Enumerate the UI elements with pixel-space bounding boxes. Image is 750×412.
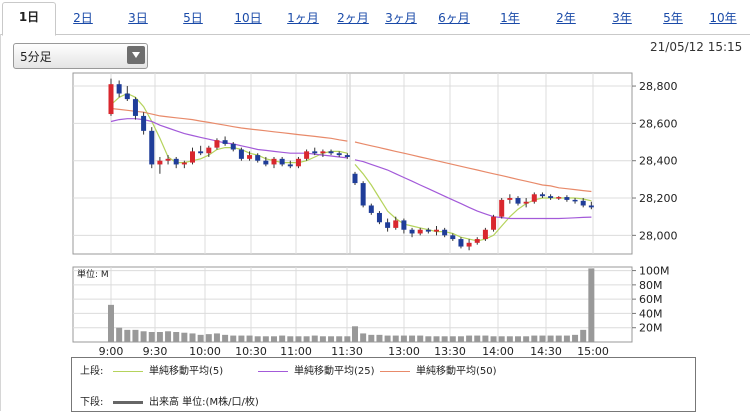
tab-14[interactable]: 10年 bbox=[709, 11, 737, 25]
tab-9[interactable]: 6ヶ月 bbox=[438, 11, 470, 25]
ma25-line-icon bbox=[258, 370, 288, 372]
legend-volume-label: 出来高 単位:(M株/口/枚) bbox=[149, 397, 259, 408]
ma50-line-icon bbox=[380, 370, 410, 372]
interval-select[interactable]: 5分足 bbox=[13, 43, 148, 69]
ma5-line-icon bbox=[113, 370, 143, 372]
chevron-down-icon[interactable] bbox=[127, 46, 145, 64]
tab-13[interactable]: 5年 bbox=[663, 11, 683, 25]
volume-bar-icon bbox=[113, 400, 143, 404]
tab-12[interactable]: 3年 bbox=[612, 11, 632, 25]
tab-8[interactable]: 3ヶ月 bbox=[385, 11, 417, 25]
tab-2[interactable]: 2日 bbox=[73, 11, 93, 25]
legend-ma50-label: 単純移動平均(50) bbox=[416, 366, 497, 377]
tab-11[interactable]: 2年 bbox=[556, 11, 576, 25]
period-tabs: 1日 2日 3日 5日 10日 1ヶ月 2ヶ月 3ヶ月 6ヶ月 1年 2年 3年 5年 10年 bbox=[0, 0, 750, 36]
legend-item-volume: 出来高 単位:(M株/口/枚) bbox=[113, 393, 259, 408]
tab-1[interactable]: 1日 bbox=[2, 2, 56, 36]
legend-item-ma50: 単純移動平均(50) bbox=[380, 362, 497, 377]
legend-upper-label: 上段: bbox=[80, 366, 104, 377]
chart-panel bbox=[0, 34, 750, 411]
tab-6[interactable]: 1ヶ月 bbox=[287, 11, 319, 25]
tab-7[interactable]: 2ヶ月 bbox=[337, 11, 369, 25]
tab-4[interactable]: 5日 bbox=[183, 11, 203, 25]
legend-ma25-label: 単純移動平均(25) bbox=[294, 366, 375, 377]
timestamp: 21/05/12 15:15 bbox=[650, 40, 743, 54]
legend: 上段: 単純移動平均(5) 単純移動平均(25) 単純移動平均(50) 下段: … bbox=[71, 357, 696, 412]
tab-10[interactable]: 1年 bbox=[500, 11, 520, 25]
tab-5[interactable]: 10日 bbox=[234, 11, 262, 25]
tab-3[interactable]: 3日 bbox=[128, 11, 148, 25]
interval-select-value: 5分足 bbox=[20, 50, 52, 64]
legend-item-ma5: 単純移動平均(5) bbox=[113, 362, 223, 377]
legend-lower-label: 下段: bbox=[80, 397, 104, 408]
legend-item-ma25: 単純移動平均(25) bbox=[258, 362, 375, 377]
legend-ma5-label: 単純移動平均(5) bbox=[149, 366, 224, 377]
